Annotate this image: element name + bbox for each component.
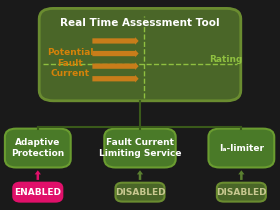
- FancyBboxPatch shape: [217, 183, 266, 202]
- Text: ENABLED: ENABLED: [14, 188, 61, 197]
- Text: Potential
Fault
Current: Potential Fault Current: [47, 48, 93, 78]
- FancyBboxPatch shape: [104, 129, 176, 168]
- FancyBboxPatch shape: [208, 129, 274, 168]
- Text: Rating: Rating: [209, 55, 242, 64]
- FancyBboxPatch shape: [5, 129, 71, 168]
- Text: Adaptive
Protection: Adaptive Protection: [11, 138, 64, 158]
- FancyBboxPatch shape: [115, 183, 164, 202]
- Text: DISABLED: DISABLED: [115, 188, 165, 197]
- Text: DISABLED: DISABLED: [216, 188, 267, 197]
- Text: Real Time Assessment Tool: Real Time Assessment Tool: [60, 18, 220, 28]
- FancyBboxPatch shape: [13, 183, 62, 202]
- FancyBboxPatch shape: [39, 8, 241, 101]
- Text: Iₐ-limiter: Iₐ-limiter: [219, 144, 264, 152]
- Text: Fault Current
Limiting Service: Fault Current Limiting Service: [99, 138, 181, 158]
